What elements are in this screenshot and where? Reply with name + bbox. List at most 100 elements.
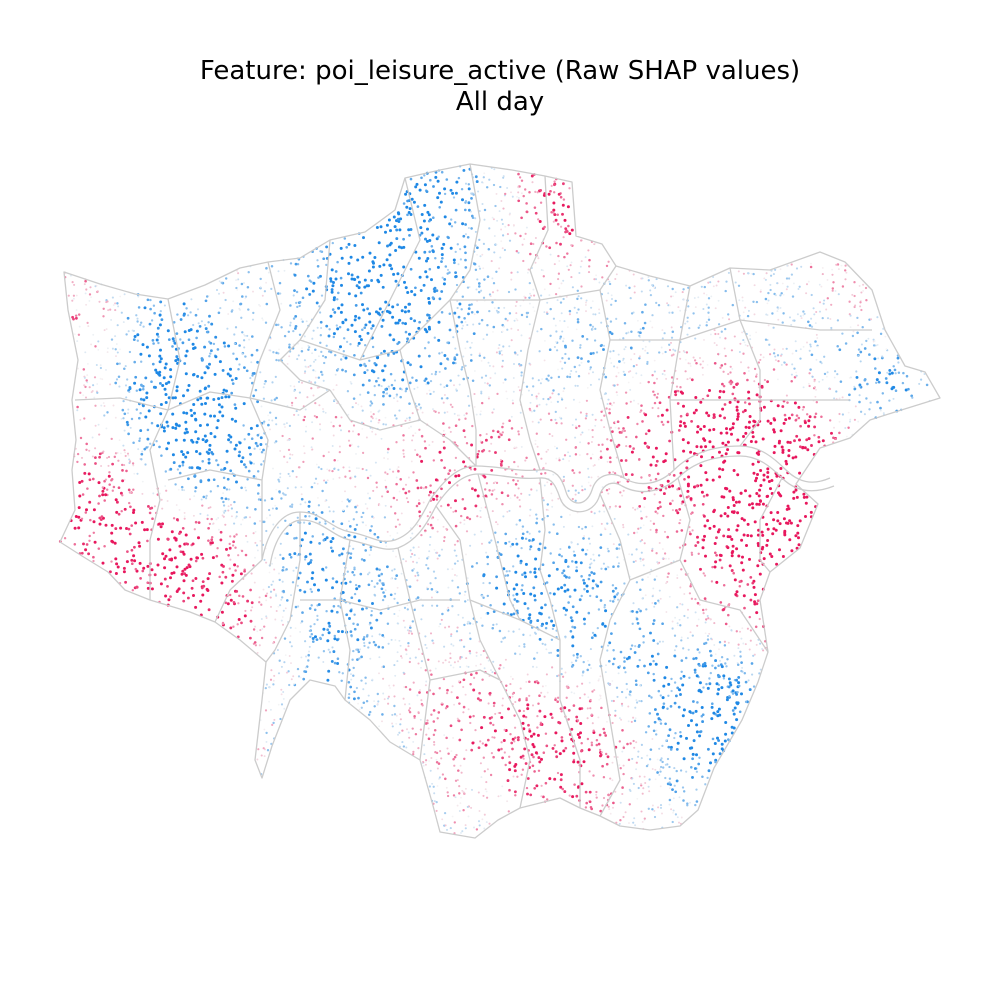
shap-point xyxy=(570,261,573,264)
shap-point xyxy=(416,571,419,574)
shap-point xyxy=(398,523,401,526)
shap-point xyxy=(616,383,619,386)
shap-point xyxy=(581,335,585,338)
shap-point xyxy=(426,557,429,560)
shap-point xyxy=(132,488,135,491)
shap-point xyxy=(354,583,358,587)
shap-point xyxy=(577,424,581,428)
shap-point xyxy=(637,608,640,611)
shap-point xyxy=(779,268,782,271)
shap-point xyxy=(355,284,359,288)
shap-point xyxy=(126,452,130,455)
shap-point xyxy=(407,211,411,214)
shap-point xyxy=(85,442,88,446)
shap-point xyxy=(674,790,678,794)
shap-point xyxy=(755,375,758,378)
shap-point xyxy=(730,432,733,436)
shap-point xyxy=(316,614,319,618)
shap-point xyxy=(530,753,534,757)
shap-point xyxy=(341,500,343,503)
shap-point xyxy=(198,424,202,427)
shap-point xyxy=(396,660,399,663)
shap-point xyxy=(613,597,616,601)
shap-point xyxy=(81,493,85,496)
shap-point xyxy=(414,432,417,435)
shap-point xyxy=(478,322,481,325)
shap-point xyxy=(130,558,134,562)
shap-point xyxy=(346,505,349,508)
shap-point xyxy=(497,347,500,350)
shap-point xyxy=(598,312,601,315)
shap-point xyxy=(558,721,562,725)
shap-point xyxy=(369,400,373,403)
shap-point xyxy=(470,192,473,195)
shap-point xyxy=(363,326,367,330)
shap-point xyxy=(737,643,740,646)
shap-point xyxy=(647,576,649,579)
shap-point xyxy=(268,419,271,422)
shap-point xyxy=(684,370,687,373)
shap-point xyxy=(901,381,905,385)
shap-point xyxy=(740,669,743,673)
shap-point xyxy=(448,222,452,226)
shap-point xyxy=(114,302,117,305)
shap-point xyxy=(419,365,423,369)
shap-point xyxy=(318,404,321,407)
shap-point xyxy=(316,386,319,389)
shap-point xyxy=(690,597,694,600)
shap-point xyxy=(130,548,134,552)
shap-point xyxy=(269,605,273,608)
shap-point xyxy=(480,530,483,533)
shap-point xyxy=(310,381,313,384)
shap-point xyxy=(333,310,337,314)
shap-point xyxy=(297,605,300,608)
shap-point xyxy=(625,682,628,686)
shap-point xyxy=(718,389,722,393)
shap-point xyxy=(841,332,844,335)
shap-point xyxy=(520,179,524,182)
shap-point xyxy=(694,396,698,399)
shap-point xyxy=(512,612,516,616)
shap-point xyxy=(476,494,480,498)
shap-point xyxy=(362,635,366,639)
shap-point xyxy=(526,738,530,741)
shap-point xyxy=(370,525,373,528)
shap-point xyxy=(813,434,816,437)
shap-point xyxy=(251,372,255,375)
shap-point xyxy=(809,345,812,348)
shap-point xyxy=(695,770,699,773)
shap-point xyxy=(755,451,759,455)
shap-point xyxy=(743,672,747,675)
shap-point xyxy=(592,774,595,777)
shap-point xyxy=(229,367,232,371)
shap-point xyxy=(656,642,659,645)
shap-point xyxy=(652,619,656,622)
shap-point xyxy=(103,544,106,548)
shap-point xyxy=(701,713,705,717)
shap-point xyxy=(599,450,602,453)
shap-point xyxy=(766,302,769,305)
shap-point xyxy=(481,253,484,256)
shap-point xyxy=(205,396,209,400)
shap-point xyxy=(114,335,117,338)
shap-point xyxy=(616,756,619,759)
shap-point xyxy=(442,282,446,286)
shap-point xyxy=(433,792,436,795)
shap-point xyxy=(492,183,496,187)
shap-point xyxy=(790,263,793,266)
shap-point xyxy=(693,485,696,489)
shap-point xyxy=(462,324,465,327)
shap-point xyxy=(254,530,257,533)
shap-point xyxy=(464,251,467,255)
shap-point xyxy=(741,296,744,299)
shap-point xyxy=(600,419,603,422)
shap-point xyxy=(639,328,642,331)
shap-point xyxy=(795,434,799,438)
shap-point xyxy=(254,388,258,392)
shap-point xyxy=(267,508,271,512)
shap-point xyxy=(224,601,228,605)
shap-point xyxy=(557,272,561,275)
shap-point xyxy=(675,748,679,751)
shap-point xyxy=(543,311,546,314)
shap-point xyxy=(116,302,119,305)
